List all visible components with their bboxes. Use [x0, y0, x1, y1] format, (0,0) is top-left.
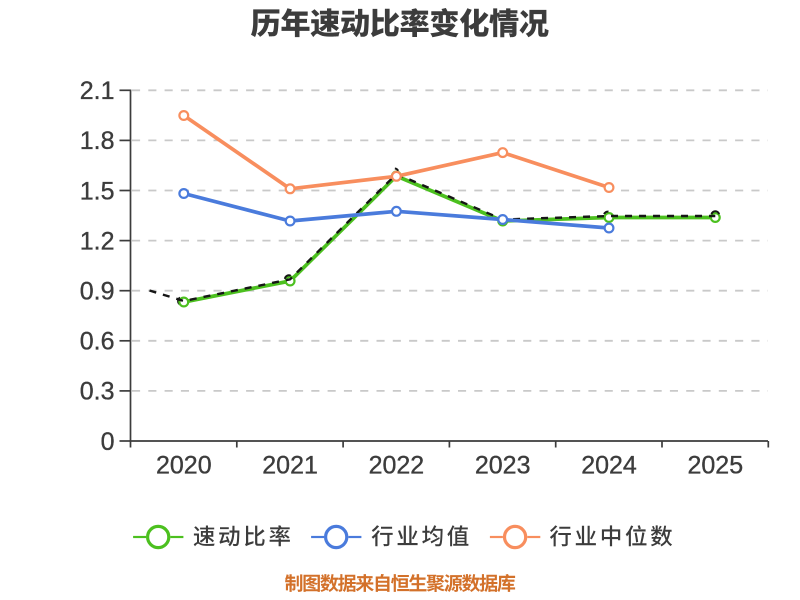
svg-text:0: 0	[101, 428, 115, 456]
svg-text:2.1: 2.1	[80, 77, 115, 105]
svg-text:2022: 2022	[369, 452, 425, 480]
svg-text:0.9: 0.9	[80, 278, 115, 306]
svg-text:1.5: 1.5	[80, 177, 115, 205]
svg-text:0.6: 0.6	[80, 328, 115, 356]
svg-text:2021: 2021	[262, 452, 318, 480]
svg-text:2024: 2024	[581, 452, 637, 480]
svg-text:0.3: 0.3	[80, 378, 115, 406]
svg-text:1.8: 1.8	[80, 127, 115, 155]
svg-text:1.2: 1.2	[80, 227, 115, 255]
svg-text:2020: 2020	[156, 452, 212, 480]
svg-text:2023: 2023	[475, 452, 531, 480]
svg-text:2025: 2025	[687, 452, 743, 480]
